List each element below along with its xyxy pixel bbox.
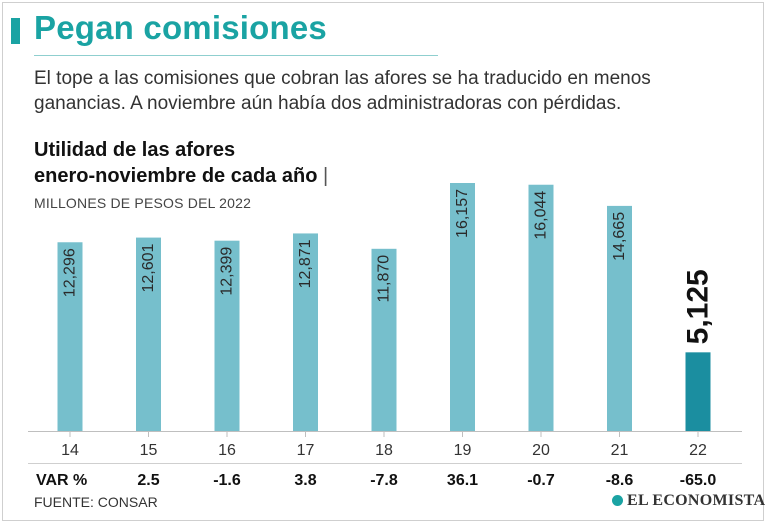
chart-title-line1: Utilidad de las afores	[34, 139, 236, 161]
value-label-19: 16,157	[454, 189, 471, 238]
x-tick-label-15: 15	[140, 442, 158, 459]
bar-17	[293, 233, 318, 431]
bar-18	[371, 248, 397, 431]
var-value-16: -1.6	[213, 472, 241, 489]
x-tick-label-16: 16	[218, 442, 236, 459]
value-label-14: 12,296	[62, 248, 79, 297]
headline-accent-bar	[11, 18, 20, 44]
bar-14	[57, 242, 83, 431]
dek-text: El tope a las comisiones que cobran las …	[34, 68, 651, 114]
headline: Pegan comisiones	[34, 9, 327, 46]
var-value-19: 36.1	[447, 472, 478, 489]
brand-logo: EL ECONOMISTA	[612, 492, 765, 510]
headline-divider	[34, 55, 438, 56]
chart-title-line2: enero-noviembre de cada año	[34, 165, 318, 187]
chart-title-separator: |	[322, 165, 329, 187]
x-tick-label-20: 20	[532, 442, 550, 459]
chart-title: Utilidad de las afores enero-noviembre d…	[34, 137, 328, 189]
var-value-18: -7.8	[370, 472, 398, 489]
bar-15	[136, 237, 161, 431]
bar-19	[450, 183, 475, 431]
value-label-18: 11,870	[376, 255, 393, 303]
x-tick-label-21: 21	[611, 442, 629, 459]
value-label-20: 16,044	[533, 191, 550, 240]
value-label-16: 12,399	[219, 247, 236, 296]
var-row-label: VAR %	[36, 472, 87, 489]
x-tick-label-18: 18	[375, 442, 393, 459]
var-value-22: -65.0	[680, 472, 717, 489]
x-tick-label-14: 14	[61, 442, 79, 459]
bar-16	[214, 240, 240, 431]
value-label-21: 14,665	[611, 212, 628, 261]
bar-21	[607, 205, 632, 431]
var-value-17: 3.8	[294, 472, 316, 489]
x-tick-label-17: 17	[297, 442, 315, 459]
brand-icon	[612, 495, 623, 506]
x-tick-label-19: 19	[454, 442, 472, 459]
bar-20	[528, 184, 554, 431]
var-value-21: -8.6	[606, 472, 634, 489]
value-label-17: 12,871	[297, 239, 314, 288]
chart-subtitle: MILLONES DE PESOS DEL 2022	[34, 195, 252, 211]
value-label-22: 5,125	[682, 269, 715, 344]
bar-22	[685, 352, 711, 431]
var-value-15: 2.5	[137, 472, 159, 489]
value-label-15: 12,601	[140, 243, 157, 292]
var-value-20: -0.7	[527, 472, 555, 489]
source-note: FUENTE: CONSAR	[34, 494, 158, 510]
brand-name: EL ECONOMISTA	[627, 492, 766, 509]
x-tick-label-22: 22	[689, 442, 707, 459]
